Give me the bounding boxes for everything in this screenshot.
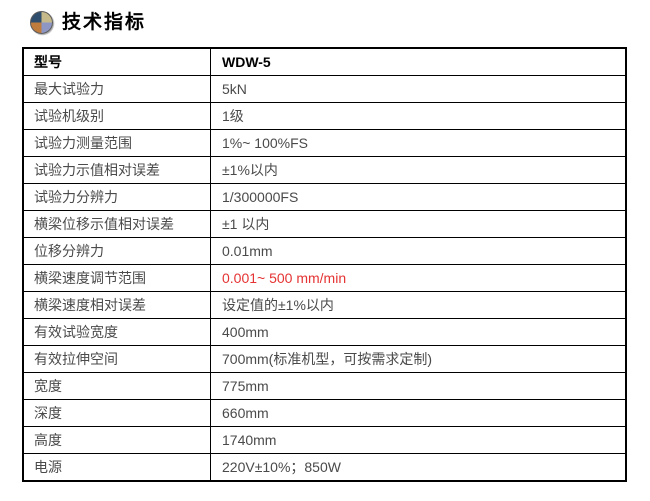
spec-label: 横梁速度相对误差: [22, 291, 211, 319]
table-row-displacement-resolution: 位移分辨力 0.01mm: [22, 237, 627, 265]
spec-label: 试验力分辨力: [22, 183, 211, 211]
spec-label: 试验力示值相对误差: [22, 156, 211, 184]
spec-value: 0.01mm: [210, 237, 627, 265]
spec-label: 位移分辨力: [22, 237, 211, 265]
spec-label: 高度: [22, 426, 211, 454]
spec-value: 700mm(标准机型，可按需求定制): [210, 345, 627, 373]
spec-label: 横梁位移示值相对误差: [22, 210, 211, 238]
spec-label: 深度: [22, 399, 211, 427]
table-row-speed-range: 横梁速度调节范围 0.001~ 500 mm/min: [22, 264, 627, 292]
spec-label: 有效拉伸空间: [22, 345, 211, 373]
spec-value: 1740mm: [210, 426, 627, 454]
table-row-force-range: 试验力测量范围 1%~ 100%FS: [22, 129, 627, 157]
table-row-model: 型号 WDW-5: [22, 47, 627, 76]
spec-label: 型号: [22, 47, 211, 76]
spec-value: 400mm: [210, 318, 627, 346]
spec-value: 1级: [210, 102, 627, 130]
spec-value: 1%~ 100%FS: [210, 129, 627, 157]
table-row-depth: 深度 660mm: [22, 399, 627, 427]
spec-value: 220V±10%；850W: [210, 453, 627, 482]
spec-value: WDW-5: [210, 47, 627, 76]
spec-value: 1/300000FS: [210, 183, 627, 211]
spec-label: 试验力测量范围: [22, 129, 211, 157]
table-row-force-error: 试验力示值相对误差 ±1%以内: [22, 156, 627, 184]
spec-label: 横梁速度调节范围: [22, 264, 211, 292]
spec-value: ±1 以内: [210, 210, 627, 238]
spec-table: 型号 WDW-5 最大试验力 5kN 试验机级别 1级 试验力测量范围 1%~ …: [22, 47, 627, 482]
spec-label: 有效试验宽度: [22, 318, 211, 346]
spec-label: 宽度: [22, 372, 211, 400]
spec-value: 设定值的±1%以内: [210, 291, 627, 319]
spec-value-highlighted: 0.001~ 500 mm/min: [210, 264, 627, 292]
table-row-effective-width: 有效试验宽度 400mm: [22, 318, 627, 346]
spec-value: 775mm: [210, 372, 627, 400]
table-row-power: 电源 220V±10%；850W: [22, 453, 627, 482]
table-row-tension-space: 有效拉伸空间 700mm(标准机型，可按需求定制): [22, 345, 627, 373]
spec-value: ±1%以内: [210, 156, 627, 184]
spec-label: 电源: [22, 453, 211, 482]
spec-value: 660mm: [210, 399, 627, 427]
table-row-speed-error: 横梁速度相对误差 设定值的±1%以内: [22, 291, 627, 319]
spec-value: 5kN: [210, 75, 627, 103]
section-title: 技术指标: [62, 11, 147, 33]
spec-label: 试验机级别: [22, 102, 211, 130]
pie-chart-bullet-icon: [30, 10, 53, 34]
section-header: 技术指标: [30, 9, 146, 35]
table-row-force-resolution: 试验力分辨力 1/300000FS: [22, 183, 627, 211]
table-row-max-force: 最大试验力 5kN: [22, 75, 627, 103]
spec-label: 最大试验力: [22, 75, 211, 103]
table-row-machine-class: 试验机级别 1级: [22, 102, 627, 130]
table-row-crosshead-displacement-error: 横梁位移示值相对误差 ±1 以内: [22, 210, 627, 238]
table-row-height: 高度 1740mm: [22, 426, 627, 454]
table-row-width: 宽度 775mm: [22, 372, 627, 400]
